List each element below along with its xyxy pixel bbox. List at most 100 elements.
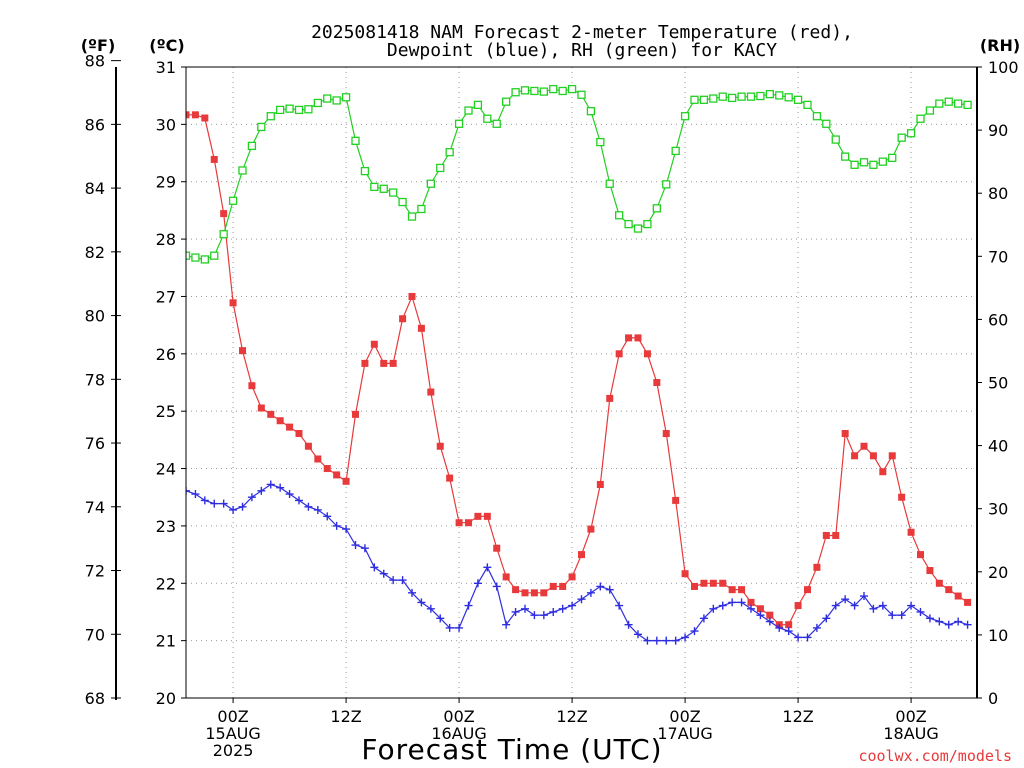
rh-point <box>728 93 737 103</box>
x-axis-label: Forecast Time (UTC) <box>361 733 662 766</box>
rh-axis-unit: (RH) <box>980 36 1020 55</box>
dewpoint-point <box>511 607 520 616</box>
temperature-point <box>738 586 746 594</box>
temperature-point <box>191 111 199 119</box>
rh-tick-label: 50 <box>988 374 1008 393</box>
dewpoint-point <box>662 636 671 645</box>
temperature-point <box>804 586 811 594</box>
rh-point <box>954 99 963 108</box>
temperature-point <box>672 496 680 504</box>
rh-point <box>662 180 671 189</box>
rh-point <box>859 158 869 167</box>
rh-point <box>530 86 539 96</box>
rh-point <box>502 97 511 106</box>
temperature-point <box>512 586 520 594</box>
dewpoint-point <box>276 483 285 492</box>
fahrenheit-tick-label: 76 <box>85 434 105 453</box>
temperature-point <box>361 359 369 367</box>
celsius-tick-label: 22 <box>156 574 176 593</box>
rh-point <box>520 86 530 95</box>
dewpoint-point <box>812 623 821 632</box>
temperature-point <box>286 423 294 431</box>
x-tick-label: 17AUG <box>657 724 712 743</box>
rh-point <box>285 104 294 113</box>
dewpoint-point <box>530 611 539 620</box>
dewpoint-point <box>822 614 831 623</box>
rh-point <box>944 97 953 106</box>
chart-grid <box>186 66 977 699</box>
temperature-point <box>239 347 246 355</box>
rh-point <box>511 88 520 97</box>
rh-point <box>765 89 774 99</box>
temperature-point <box>888 452 896 460</box>
temperature-point <box>436 442 444 450</box>
temperature-point <box>606 394 614 402</box>
temperature-point <box>625 334 633 342</box>
rh-point <box>454 119 464 128</box>
temperature-point <box>813 563 821 571</box>
dewpoint-point <box>285 490 294 499</box>
dewpoint-point <box>643 636 652 645</box>
rh-point <box>615 211 624 220</box>
dewpoint-point <box>191 490 200 499</box>
temperature-point <box>521 589 529 597</box>
dewpoint-point <box>436 614 445 623</box>
dewpoint-point <box>549 607 558 616</box>
rh-point <box>784 93 793 102</box>
dewpoint-point <box>897 611 906 620</box>
temperature-point <box>832 531 840 539</box>
x-tick-label: 15AUG <box>205 724 260 743</box>
dewpoint-point <box>483 563 492 572</box>
dewpoint-point <box>295 496 303 505</box>
dewpoint-point <box>219 499 228 508</box>
dewpoint-point <box>445 623 454 632</box>
rh-point <box>605 179 614 188</box>
fahrenheit-axis-unit: (ºF) <box>81 36 116 55</box>
temperature-point <box>643 350 651 358</box>
dewpoint-point <box>841 595 850 604</box>
dewpoint-point <box>577 595 586 604</box>
fahrenheit-tick-label: 88 <box>85 52 105 71</box>
dewpoint-point <box>756 611 765 620</box>
fahrenheit-tick-label: 86 <box>85 115 105 134</box>
celsius-tick-label: 27 <box>156 287 176 306</box>
temperature-point <box>926 567 934 575</box>
dewpoint-point <box>605 585 614 594</box>
rh-point <box>699 95 709 104</box>
dewpoint-point <box>304 502 313 511</box>
dewpoint-point <box>850 601 859 610</box>
dewpoint-point <box>596 582 605 591</box>
rh-tick-label: 70 <box>988 247 1008 266</box>
dewpoint-point <box>257 486 266 495</box>
rh-point <box>709 94 718 103</box>
temperature-point <box>898 493 906 501</box>
rh-point <box>671 146 680 156</box>
credit-text: coolwx.com/models <box>858 747 1012 765</box>
rh-point <box>473 100 483 110</box>
rh-point <box>775 91 784 100</box>
dewpoint-point <box>473 579 482 588</box>
series-layer <box>173 84 972 645</box>
dewpoint-point <box>954 617 963 626</box>
rh-point <box>228 196 238 205</box>
rh-point <box>257 122 266 132</box>
rh-point <box>219 230 228 239</box>
rh-point <box>238 166 247 175</box>
temperature-point <box>173 105 180 112</box>
rh-point <box>812 112 822 121</box>
temperature-point <box>493 544 501 552</box>
x-tick-label: 12Z <box>330 707 361 726</box>
rh-tick-label: 40 <box>988 437 1008 456</box>
rh-point <box>483 114 492 123</box>
temperature-point <box>304 442 312 450</box>
rh-tick-label: 80 <box>988 184 1008 203</box>
celsius-tick-label: 30 <box>156 115 176 134</box>
rh-point <box>407 212 417 221</box>
temperature-point <box>380 359 388 367</box>
celsius-tick-label: 26 <box>156 345 176 364</box>
dewpoint-point <box>671 636 680 645</box>
rh-point <box>586 107 596 116</box>
temperature-point <box>229 299 237 307</box>
rh-point <box>822 119 831 128</box>
dewpoint-point <box>888 611 897 620</box>
